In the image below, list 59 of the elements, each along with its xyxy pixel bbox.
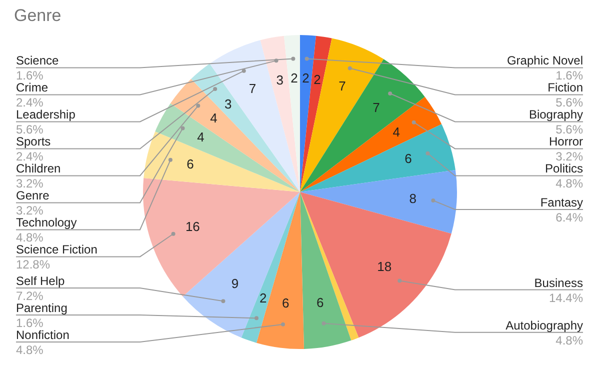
slice-label: Leadership [16,108,76,122]
slice-label: Fiction [548,80,583,95]
text: 6.4% [556,210,584,225]
data-label: 6 [282,296,290,311]
slice-label: Nonfiction [16,328,70,342]
slice-label: Politics [544,162,583,176]
data-label: 7 [338,78,346,94]
data-label: 6 [186,156,194,172]
slice-label: Horror [548,134,583,149]
slice-label: Business [534,276,583,290]
chart-title: Genre [14,6,62,26]
text: 3.2% [556,150,584,164]
data-label: 7 [372,100,380,116]
slice-label: Autobiography [506,318,583,332]
text: 5.6% [556,96,584,110]
text: 14.4% [548,290,584,305]
data-label: 6 [316,294,324,310]
text: 4.8% [556,333,584,348]
slice-label: Graphic Novel [506,54,583,68]
data-label: 8 [409,190,416,206]
data-label: 2 [290,70,298,86]
data-label: 16 [185,219,200,234]
text: 5.6% [556,122,584,137]
slice-label: Parenting [16,301,68,315]
data-label: 6 [404,150,412,166]
data-label: 18 [377,258,392,274]
data-label: 9 [231,276,239,292]
slice-label: Crime [16,80,48,95]
text: 3.2% [16,204,44,218]
data-label: 2 [314,72,321,87]
slice-label: Fantasy [540,196,583,210]
data-label: 4 [210,110,218,126]
text: 5.6% [16,122,44,137]
slice-label: Technology [16,216,77,230]
text: 2.4% [16,150,44,164]
slice-label: Sports [16,134,51,149]
data-label: 3 [224,96,232,112]
data-label: 7 [248,81,256,96]
data-label: 2 [260,290,267,306]
text: 7.2% [16,289,44,303]
data-label: 3 [276,72,284,88]
text: 1.6% [556,68,584,83]
slice-label: Children [16,162,61,176]
text: 12.8% [16,258,50,272]
text: 4.8% [556,176,584,191]
text: 1.6% [16,68,44,83]
slice-label: Science [16,54,60,68]
text: 4.8% [16,343,44,357]
text: 2.4% [16,96,44,110]
text: 3.2% [16,176,44,191]
data-label: 4 [197,130,204,145]
slice-label: Self Help [16,274,66,288]
text: 4.8% [16,230,44,245]
data-label: 2 [302,70,310,86]
slice-label: Science Fiction [16,242,98,257]
slice-label: Genre [16,188,50,203]
text: 1.6% [16,316,44,330]
data-label: 4 [392,124,400,140]
slice-label: Biography [528,108,583,122]
